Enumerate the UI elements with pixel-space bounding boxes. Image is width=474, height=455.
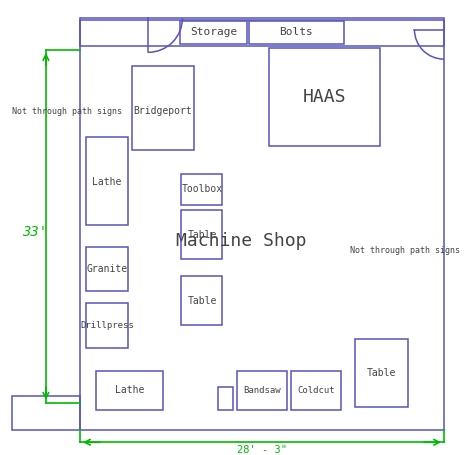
Text: Storage: Storage — [190, 27, 237, 37]
Bar — [182, 276, 222, 325]
Bar — [182, 210, 222, 259]
Bar — [356, 339, 408, 407]
Bar — [291, 371, 341, 410]
Bar — [12, 396, 80, 430]
Text: 33': 33' — [22, 225, 47, 239]
Bar — [80, 20, 444, 430]
Text: Bridgeport: Bridgeport — [134, 106, 192, 116]
Text: Drillpress: Drillpress — [80, 321, 134, 330]
Text: Table: Table — [187, 230, 217, 240]
Bar — [180, 21, 247, 44]
Bar — [249, 21, 345, 44]
Text: Coldcut: Coldcut — [297, 386, 335, 395]
Text: Machine Shop: Machine Shop — [176, 232, 307, 250]
Text: Granite: Granite — [86, 264, 128, 274]
Bar — [269, 48, 380, 146]
Text: Bandsaw: Bandsaw — [243, 386, 281, 395]
Bar — [237, 371, 287, 410]
Text: Not through path signs: Not through path signs — [350, 246, 460, 255]
Bar — [86, 247, 128, 291]
Text: Toolbox: Toolbox — [182, 184, 222, 194]
Text: HAAS: HAAS — [302, 88, 346, 106]
Text: Not through path signs: Not through path signs — [12, 107, 122, 116]
Bar — [80, 18, 444, 46]
Text: Table: Table — [187, 296, 217, 306]
Bar — [86, 136, 128, 225]
Bar — [96, 371, 163, 410]
Text: 28' - 3": 28' - 3" — [237, 445, 287, 455]
Text: Table: Table — [366, 368, 396, 378]
Bar — [218, 387, 233, 410]
Bar — [86, 303, 128, 348]
Bar — [132, 66, 194, 150]
Text: Lathe: Lathe — [115, 385, 144, 395]
Bar — [182, 174, 222, 205]
Text: Bolts: Bolts — [279, 27, 313, 37]
Text: Lathe: Lathe — [92, 177, 121, 187]
